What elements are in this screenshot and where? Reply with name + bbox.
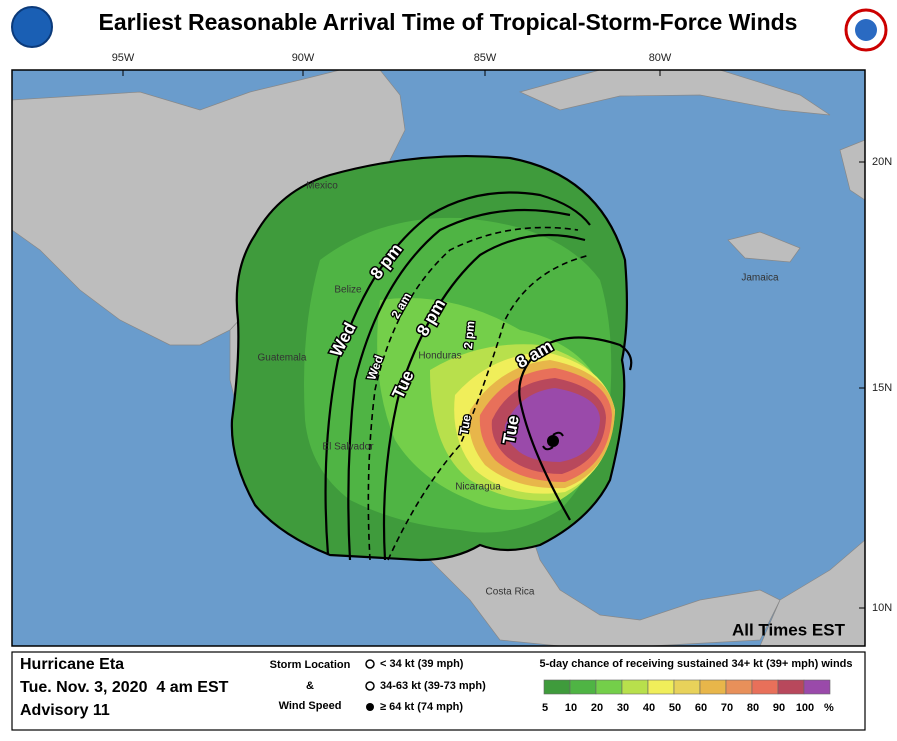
scale-swatch xyxy=(595,679,623,695)
place-label: Costa Rica xyxy=(486,587,535,598)
latitude-label: 20N xyxy=(872,156,892,168)
wind-speed-label: Wind Speed xyxy=(279,700,342,712)
scale-label: 30 xyxy=(617,702,629,714)
arrival-time-label: Tue xyxy=(499,414,523,446)
storm-location-arms xyxy=(542,431,564,451)
scale-label: % xyxy=(824,702,834,714)
title: Earliest Reasonable Arrival Time of Trop… xyxy=(99,9,798,35)
amp: & xyxy=(306,680,314,692)
noaa-logo xyxy=(11,6,53,48)
storm-location xyxy=(547,435,559,447)
scale-label: 10 xyxy=(565,702,577,714)
longitude-label: 85W xyxy=(474,52,497,64)
scale-label: 5 xyxy=(542,702,548,714)
symbol-weak xyxy=(365,659,375,669)
wind-class: ≥ 64 kt (74 mph) xyxy=(380,701,463,713)
arrival-time-label: 2 pm xyxy=(461,320,477,349)
longitude-label: 90W xyxy=(292,52,315,64)
scale-label: 60 xyxy=(695,702,707,714)
scale-swatch xyxy=(621,679,649,695)
scale-swatch xyxy=(777,679,805,695)
place-label: Guatemala xyxy=(258,353,307,364)
arrival-time-label: Tue xyxy=(457,413,474,436)
advisory-date: Tue. Nov. 3, 2020 4 am EST xyxy=(20,679,229,696)
prob-100 xyxy=(504,388,600,462)
latitude-label: 15N xyxy=(872,382,892,394)
storm-name: Hurricane Eta xyxy=(20,656,124,673)
scale-label: 80 xyxy=(747,702,759,714)
scale-swatch xyxy=(673,679,701,695)
place-label: Jamaica xyxy=(741,273,779,284)
scale-label: 90 xyxy=(773,702,785,714)
scale-swatch xyxy=(751,679,779,695)
map xyxy=(11,69,866,647)
scale-swatch xyxy=(699,679,727,695)
times-note: All Times EST xyxy=(732,620,846,639)
place-label: Mexico xyxy=(306,181,338,192)
place-label: Belize xyxy=(334,285,362,296)
wind-class: < 34 kt (39 mph) xyxy=(380,658,464,670)
probability-title: 5-day chance of receiving sustained 34+ … xyxy=(540,658,853,670)
scale-label: 50 xyxy=(669,702,681,714)
scale-swatch xyxy=(725,679,753,695)
land-jamaica xyxy=(727,231,801,263)
contour-wed-8pm xyxy=(324,191,591,556)
place-label: Honduras xyxy=(418,351,461,362)
scale-swatch xyxy=(803,679,831,695)
contour-tue-2pm xyxy=(387,254,591,561)
longitude-label: 95W xyxy=(112,52,135,64)
symbol-hurricane xyxy=(366,703,374,711)
contour-tue-8am xyxy=(518,336,633,521)
scale-label: 40 xyxy=(643,702,655,714)
place-label: El Salvador xyxy=(322,442,374,453)
scale-swatch xyxy=(569,679,597,695)
scale-swatch xyxy=(647,679,675,695)
wind-class: 34-63 kt (39-73 mph) xyxy=(380,680,486,692)
contour-wed-2am-dash xyxy=(367,226,579,561)
latitude-label: 10N xyxy=(872,602,892,614)
place-label: Nicaragua xyxy=(455,482,501,493)
advisory-number: Advisory 11 xyxy=(20,702,110,719)
map-border xyxy=(11,69,866,647)
scale-label: 70 xyxy=(721,702,733,714)
nws-logo-center xyxy=(855,19,877,41)
scale-label: 100 xyxy=(796,702,814,714)
contour-tue-8pm xyxy=(382,233,586,561)
scale-swatch xyxy=(543,679,571,695)
symbol-ts xyxy=(365,681,375,691)
storm-location-label: Storm Location xyxy=(270,659,351,671)
scale-label: 20 xyxy=(591,702,603,714)
contour-wed-2am xyxy=(347,208,571,561)
longitude-label: 80W xyxy=(649,52,672,64)
